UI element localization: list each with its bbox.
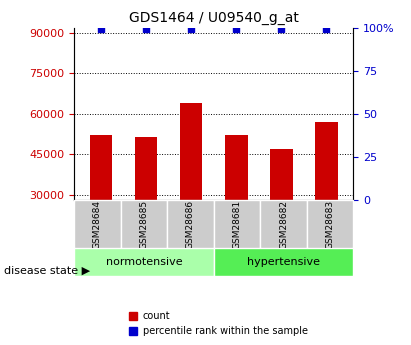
Bar bbox=[180, 103, 203, 200]
Bar bbox=[315, 122, 338, 200]
FancyBboxPatch shape bbox=[214, 200, 260, 248]
Text: disease state ▶: disease state ▶ bbox=[4, 266, 90, 276]
FancyBboxPatch shape bbox=[74, 248, 214, 276]
Text: GSM28681: GSM28681 bbox=[233, 200, 242, 249]
Bar bbox=[90, 135, 112, 200]
FancyBboxPatch shape bbox=[260, 200, 307, 248]
Text: GSM28683: GSM28683 bbox=[326, 200, 335, 249]
FancyBboxPatch shape bbox=[74, 200, 120, 248]
Text: GSM28686: GSM28686 bbox=[186, 200, 195, 249]
FancyBboxPatch shape bbox=[120, 200, 167, 248]
Bar bbox=[225, 135, 247, 200]
FancyBboxPatch shape bbox=[167, 200, 214, 248]
Text: GSM28682: GSM28682 bbox=[279, 200, 288, 249]
FancyBboxPatch shape bbox=[214, 248, 353, 276]
Text: GSM28684: GSM28684 bbox=[93, 200, 102, 249]
Legend: count, percentile rank within the sample: count, percentile rank within the sample bbox=[124, 307, 312, 340]
Title: GDS1464 / U09540_g_at: GDS1464 / U09540_g_at bbox=[129, 11, 299, 25]
Text: hypertensive: hypertensive bbox=[247, 257, 320, 267]
FancyBboxPatch shape bbox=[307, 200, 353, 248]
Bar bbox=[135, 137, 157, 200]
Bar bbox=[270, 149, 293, 200]
Text: GSM28685: GSM28685 bbox=[139, 200, 148, 249]
Text: normotensive: normotensive bbox=[106, 257, 182, 267]
